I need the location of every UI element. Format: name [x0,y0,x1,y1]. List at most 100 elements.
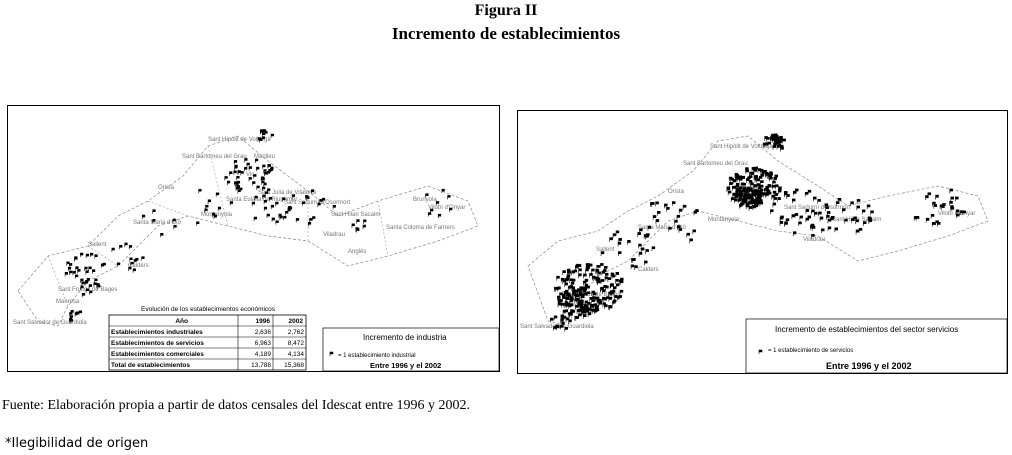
flag-icon [753,175,758,180]
flag-icon [586,266,590,271]
flag-icon [614,295,618,300]
flag-icon [564,282,568,288]
flag-icon [647,225,652,231]
flag-icon [770,135,775,140]
flag-icon [172,218,176,223]
flag-icon [814,211,818,217]
flag-icon [567,270,571,276]
flag-icon [74,274,79,279]
flag-icon [677,225,681,230]
flag-icon [769,171,773,177]
table-cell: Establecimientos industriales [111,329,203,336]
flag-icon [198,188,202,194]
flag-icon [267,164,271,169]
flag-icon [774,193,779,198]
flag-icon [771,184,776,190]
flag-icon [798,221,802,227]
flag-icon [606,296,610,301]
flag-icon [763,192,767,198]
flag-icon [568,294,572,300]
flag-icon [587,302,591,307]
flag-icon [587,312,592,317]
flag-icon [751,166,756,172]
flag-icon [753,168,757,174]
flag-icon [738,197,742,202]
flag-icon [564,278,569,284]
flag-icon [602,302,607,308]
flag-icon [664,203,668,209]
flag-icon [735,193,739,199]
flag-icon [778,187,782,193]
flag-icon [931,222,936,227]
flag-icon [927,192,932,198]
flag-icon [262,132,266,137]
flag-icon [152,209,156,214]
flag-icon [576,309,581,314]
table-cell: Establecimientos de servicios [111,340,204,347]
flag-icon [566,296,570,302]
flag-icon [604,276,609,282]
flag-icon [773,197,777,202]
flag-icon [571,309,576,315]
flag-icon [616,295,621,301]
flag-icon [262,186,266,191]
flag-icon [645,249,649,254]
flag-icon [597,279,601,285]
flag-icon [729,182,733,187]
flag-icon [90,252,94,258]
flag-icon [772,180,776,186]
legend-title: Incremento de establecimientos del secto… [775,325,958,334]
flag-icon [560,302,565,308]
flag-icon [215,192,220,197]
flag-icon [363,219,367,224]
flag-icon [600,286,604,292]
flag-icon [682,204,687,210]
flag-icon [799,215,804,221]
flag-icon [807,189,812,195]
flag-icon [248,177,252,182]
flag-icon [449,207,453,213]
flag-icon [726,187,731,192]
flag-icon [603,269,607,274]
flag-icon [619,289,624,295]
flag-icon [748,188,752,194]
flag-icon [610,283,614,288]
flag-icon [818,211,822,217]
place-label: Manlleu [254,154,275,160]
flag-icon [263,182,267,187]
flag-icon [111,247,115,253]
flag-icon [754,204,759,209]
flag-icon [608,305,613,311]
flag-icon [813,196,817,202]
flag-icon [229,171,233,176]
flag-icon [562,309,567,315]
flag-icon [757,168,762,174]
flag-icon [734,198,738,204]
flag-icon [778,140,782,145]
flag-icon [689,238,693,244]
flag-icon [578,268,582,274]
flag-icon [727,190,732,196]
flag-icon [752,193,756,199]
flag-icon [793,190,797,196]
flag-icon [773,177,777,182]
flag-icon [441,188,445,194]
flag-icon [604,265,608,271]
flag-icon [80,285,84,290]
place-label: Viladrau [803,237,825,243]
flag-icon [124,242,128,247]
flag-icon [770,209,774,215]
flag-icon [817,199,821,204]
table-cell: 13,788 [251,362,271,369]
flag-icon [251,201,256,207]
flag-icon [593,276,597,282]
flag-icon [81,292,86,298]
legend-box [745,318,1008,374]
flag-icon [559,292,563,298]
flag-icon [824,203,829,209]
flag-icon [310,189,315,194]
flag-icon [962,210,967,216]
flag-icon [263,199,267,205]
flag-icon [754,198,758,204]
flag-icon [609,237,613,243]
